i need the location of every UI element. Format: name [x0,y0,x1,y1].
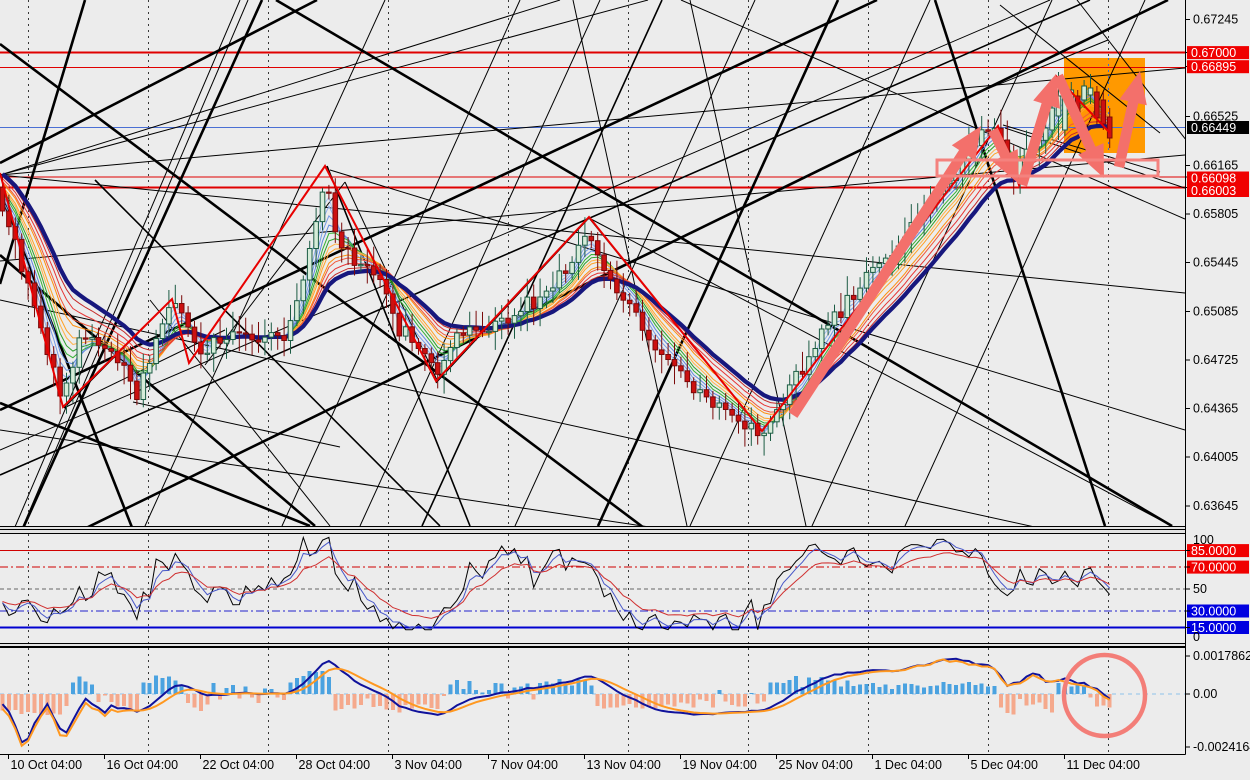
svg-text:50: 50 [1193,582,1207,596]
svg-text:0.63645: 0.63645 [1193,499,1238,513]
svg-text:0: 0 [1193,630,1200,644]
svg-text:11 Dec 04:00: 11 Dec 04:00 [1067,758,1140,772]
svg-text:0.0017862: 0.0017862 [1193,649,1250,663]
svg-text:0.00: 0.00 [1193,687,1217,701]
svg-text:0.64365: 0.64365 [1193,402,1238,416]
svg-text:25 Nov 04:00: 25 Nov 04:00 [779,758,853,772]
svg-text:22 Oct 04:00: 22 Oct 04:00 [203,758,275,772]
svg-text:10 Oct 04:00: 10 Oct 04:00 [11,758,83,772]
svg-text:0.66165: 0.66165 [1193,158,1238,172]
svg-text:0.64005: 0.64005 [1193,450,1238,464]
svg-text:16 Oct 04:00: 16 Oct 04:00 [107,758,179,772]
svg-text:0.67245: 0.67245 [1193,13,1238,27]
svg-text:13 Nov 04:00: 13 Nov 04:00 [587,758,661,772]
svg-text:100: 100 [1193,533,1214,547]
svg-text:0.66895: 0.66895 [1191,60,1236,74]
svg-text:85.0000: 85.0000 [1191,544,1236,558]
svg-text:0.66449: 0.66449 [1191,121,1236,135]
svg-text:15.0000: 15.0000 [1191,621,1236,635]
svg-text:-0.0024164: -0.0024164 [1193,740,1250,754]
svg-text:0.65805: 0.65805 [1193,207,1238,221]
svg-text:0.66003: 0.66003 [1191,184,1236,198]
svg-text:0.66525: 0.66525 [1193,110,1238,124]
svg-text:1 Dec 04:00: 1 Dec 04:00 [875,758,942,772]
svg-text:0.64725: 0.64725 [1193,353,1238,367]
svg-text:28 Oct 04:00: 28 Oct 04:00 [299,758,371,772]
svg-text:3 Nov 04:00: 3 Nov 04:00 [395,758,462,772]
svg-text:0.67000: 0.67000 [1191,46,1236,60]
svg-text:30.0000: 30.0000 [1191,605,1236,619]
svg-text:5 Dec 04:00: 5 Dec 04:00 [971,758,1038,772]
svg-text:0.65445: 0.65445 [1193,256,1238,270]
svg-text:19 Nov 04:00: 19 Nov 04:00 [683,758,757,772]
svg-text:70.0000: 70.0000 [1191,561,1236,575]
svg-text:0.65085: 0.65085 [1193,304,1238,318]
svg-text:7 Nov 04:00: 7 Nov 04:00 [491,758,558,772]
svg-text:0.66098: 0.66098 [1191,172,1236,186]
